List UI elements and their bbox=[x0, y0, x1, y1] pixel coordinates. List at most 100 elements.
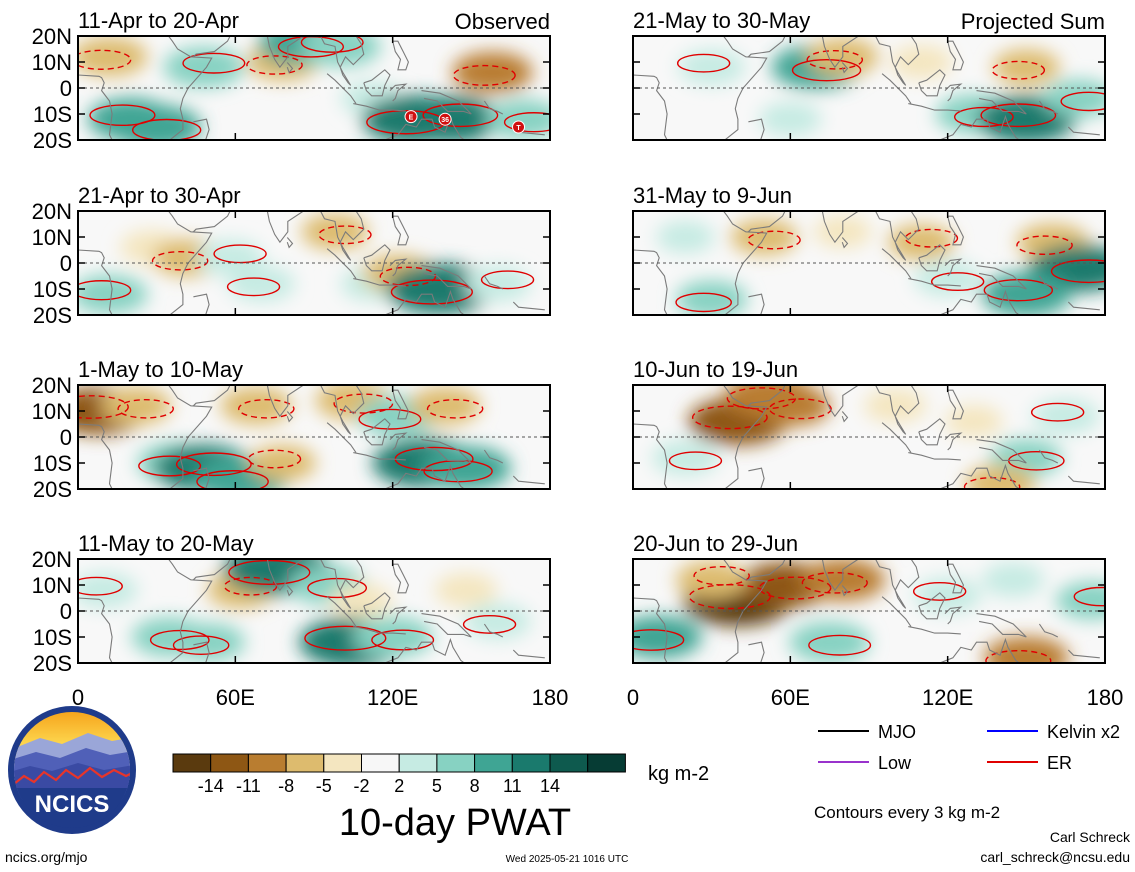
er-contour bbox=[304, 625, 387, 651]
colorbar-tick-label: 8 bbox=[470, 776, 480, 796]
colorbar-swatch bbox=[210, 753, 249, 773]
lat-tick-label: 0 bbox=[60, 251, 72, 276]
tc-marker: T bbox=[512, 120, 526, 134]
colorbar-tick-label: 11 bbox=[503, 776, 522, 796]
panel-date-label: 31-May to 9-Jun bbox=[633, 183, 792, 208]
er-contour bbox=[668, 451, 723, 471]
map-panel: 21-May to 30-May Projected Sum bbox=[632, 8, 1106, 141]
tc-marker-label: 36 bbox=[441, 117, 449, 124]
column-header: Projected Sum bbox=[961, 9, 1105, 34]
anomaly-blob bbox=[111, 105, 202, 140]
coastlines bbox=[633, 211, 1100, 315]
timestamp: Wed 2025-05-21 1016 UTC bbox=[506, 854, 629, 865]
anomaly-shading bbox=[78, 559, 532, 663]
anomaly-blob bbox=[890, 44, 953, 80]
colorbar-tick-label: -14 bbox=[198, 776, 224, 796]
er-contour bbox=[426, 398, 484, 419]
lat-tick-label: 0 bbox=[60, 76, 72, 101]
colorbar-tick-label: 14 bbox=[540, 776, 560, 796]
lat-tick-label: 10S bbox=[33, 451, 72, 476]
panel-date-label: 21-May to 30-May bbox=[633, 8, 810, 33]
er-contour bbox=[131, 118, 202, 140]
lon-tick-label: 180 bbox=[1087, 685, 1124, 710]
er-contour bbox=[503, 112, 550, 133]
anomaly-blob bbox=[464, 265, 532, 302]
anomaly-blob bbox=[944, 405, 1003, 438]
colorbar-swatch bbox=[361, 753, 400, 773]
lat-tick-label: 10S bbox=[33, 625, 72, 650]
panel-date-label: 11-May to 20-May bbox=[78, 531, 254, 556]
colorbar-swatch bbox=[323, 753, 362, 773]
anomaly-blob bbox=[983, 636, 1070, 663]
coastlines bbox=[78, 385, 545, 489]
er-contours bbox=[78, 559, 517, 656]
er-contour bbox=[747, 230, 801, 250]
er-contour bbox=[691, 405, 768, 430]
colorbar-tick-label: -8 bbox=[278, 776, 294, 796]
legend-label: MJO bbox=[878, 722, 916, 742]
lat-tick-label: 20N bbox=[32, 24, 72, 49]
er-contour bbox=[912, 581, 967, 601]
er-contour bbox=[675, 292, 732, 313]
er-contour bbox=[991, 60, 1046, 80]
er-contour bbox=[117, 398, 174, 419]
panel-date-label: 1-May to 10-May bbox=[78, 357, 243, 382]
er-contour bbox=[1073, 586, 1105, 607]
lat-tick-label: 20N bbox=[32, 547, 72, 572]
lat-tick-label: 20S bbox=[33, 651, 72, 676]
er-contour bbox=[953, 106, 1014, 128]
anomaly-shading bbox=[656, 215, 1105, 315]
lat-tick-label: 20S bbox=[33, 128, 72, 153]
legend-entry: MJO bbox=[818, 722, 916, 742]
er-contours bbox=[675, 228, 1105, 313]
er-contour bbox=[182, 52, 246, 74]
author-email: carl_schreck@ncsu.edu bbox=[980, 849, 1130, 865]
colorbar-swatch bbox=[436, 753, 476, 773]
lon-tick-label: 60E bbox=[771, 685, 810, 710]
colorbar-swatch bbox=[474, 753, 513, 773]
anomaly-blob bbox=[228, 265, 296, 302]
anomaly-blob bbox=[301, 213, 369, 250]
lat-tick-label: 10N bbox=[32, 399, 72, 424]
er-contour bbox=[78, 576, 123, 596]
er-contour bbox=[422, 103, 499, 128]
er-contour bbox=[808, 634, 872, 656]
anomaly-blob bbox=[1042, 79, 1105, 118]
map-panel: 20-Jun to 29-Jun bbox=[632, 531, 1106, 664]
er-contour bbox=[307, 577, 368, 599]
er-contour bbox=[89, 104, 156, 127]
er-contour bbox=[78, 280, 132, 301]
lon-tick-label: 0 bbox=[72, 685, 84, 710]
anomaly-blob bbox=[1032, 398, 1100, 435]
er-contour bbox=[806, 49, 864, 70]
er-contour bbox=[318, 225, 372, 245]
colorbar-tick-label: 2 bbox=[394, 776, 404, 796]
er-contour bbox=[238, 398, 295, 419]
anomaly-blob bbox=[675, 561, 748, 599]
tc-marker-label: E bbox=[409, 115, 414, 122]
er-contours bbox=[676, 49, 1105, 128]
anomaly-blob bbox=[451, 52, 533, 93]
colorbar: -14 -11 -8 -5 -2 2 5 8 11 14 bbox=[172, 753, 626, 796]
er-contour bbox=[196, 470, 269, 489]
coastlines bbox=[78, 211, 545, 315]
legend-entry: Kelvin x2 bbox=[987, 722, 1120, 742]
anomaly-blob bbox=[914, 577, 982, 614]
er-contour bbox=[172, 635, 230, 656]
column-header: Observed bbox=[455, 9, 550, 34]
er-contour bbox=[149, 629, 210, 651]
er-contour bbox=[151, 250, 209, 271]
anomaly-blob bbox=[163, 46, 245, 88]
anomaly-blob bbox=[352, 616, 434, 658]
er-contour bbox=[78, 395, 129, 419]
longitude-axis-labels: 0 60E 120E 180 0 60E 120E 180 bbox=[72, 685, 1123, 710]
anomaly-shading bbox=[78, 213, 532, 315]
site-url: ncics.org/mjo bbox=[5, 849, 88, 865]
tc-marker: 36 bbox=[438, 112, 452, 126]
lon-tick-label: 60E bbox=[216, 685, 255, 710]
er-contour bbox=[226, 277, 281, 297]
anomaly-blob bbox=[434, 573, 498, 608]
